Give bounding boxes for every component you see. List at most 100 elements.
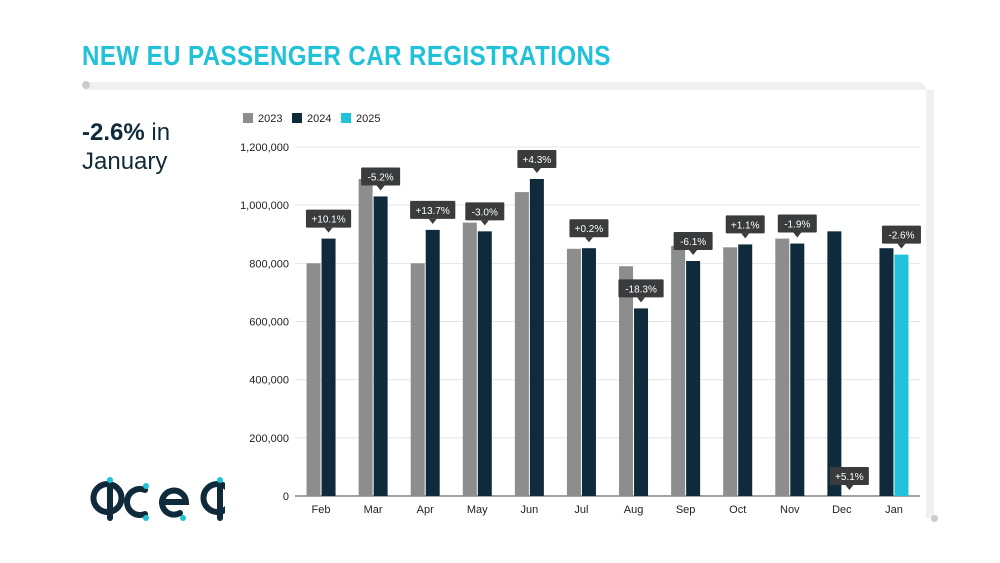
x-tick-label: Jan — [885, 504, 903, 516]
change-label: +1.1% — [725, 215, 765, 239]
change-label-text: -6.1% — [680, 237, 706, 248]
change-label-box — [305, 209, 352, 228]
change-label-box — [361, 167, 401, 186]
change-label-text: -2.6% — [888, 231, 914, 242]
change-label-text: +0.2% — [575, 224, 604, 235]
bar-2024 — [581, 248, 596, 496]
change-label-box — [881, 225, 921, 244]
change-label-text: -5.2% — [368, 172, 394, 183]
change-label-box — [777, 214, 817, 233]
change-label: -18.3% — [618, 279, 664, 303]
y-tick-label: 1,200,000 — [240, 142, 289, 154]
bar-2025 — [894, 254, 909, 496]
bar-2023 — [358, 178, 373, 496]
legend-swatch-2023 — [243, 113, 253, 123]
change-label-pointer — [741, 233, 750, 239]
change-label-box — [569, 219, 609, 238]
bar-2023 — [410, 263, 425, 496]
x-tick-label: May — [467, 504, 488, 516]
change-label-text: +1.1% — [731, 220, 760, 231]
page-title: NEW EU PASSENGER CAR REGISTRATIONS — [82, 40, 611, 71]
x-tick-label: Mar — [364, 504, 383, 516]
change-label-pointer — [428, 218, 437, 224]
x-tick-label: Jul — [574, 504, 588, 516]
legend-label: 2024 — [307, 113, 331, 125]
change-label-text: -18.3% — [625, 284, 657, 295]
x-tick-label: Feb — [312, 504, 331, 516]
bars — [306, 178, 909, 497]
y-tick-label: 600,000 — [249, 317, 289, 329]
x-tick-label: Dec — [832, 504, 852, 516]
headline-period: January — [82, 148, 168, 175]
bar-2023 — [619, 266, 634, 496]
x-tick-label: Aug — [624, 504, 644, 516]
change-label-box — [465, 202, 505, 221]
legend-label: 2025 — [356, 113, 380, 125]
bar-2023 — [723, 247, 738, 496]
change-label-pointer — [584, 237, 593, 243]
legend-swatch-2025 — [341, 113, 351, 123]
y-axis: 0 200,000 400,000 600,000 800,000 1,000,000 1,… — [240, 142, 289, 503]
y-tick-label: 0 — [283, 491, 289, 503]
change-label-box — [618, 279, 664, 298]
bar-2024 — [529, 178, 544, 496]
change-label: -5.2% — [361, 167, 401, 191]
x-tick-label: Apr — [417, 504, 434, 516]
change-label: +0.2% — [569, 219, 609, 243]
x-tick-label: Oct — [729, 504, 746, 516]
frame-border-right — [926, 90, 934, 518]
change-label-pointer — [637, 297, 646, 303]
bar-2024 — [373, 196, 388, 497]
change-label: +5.1% — [829, 467, 869, 490]
change-label-box — [725, 215, 765, 234]
change-label: -1.9% — [777, 214, 817, 238]
y-tick-label: 1,000,000 — [240, 200, 289, 212]
grid-lines — [295, 146, 920, 497]
change-label-box — [673, 232, 713, 251]
bar-2023 — [514, 192, 529, 496]
bar-2024 — [477, 231, 492, 496]
legend-swatch-2024 — [292, 113, 302, 123]
y-tick-label: 400,000 — [249, 375, 289, 387]
frame-dot-right — [931, 515, 938, 522]
change-label: +4.3% — [517, 149, 557, 173]
change-label-text: -1.9% — [784, 220, 810, 231]
change-label: +10.1% — [305, 209, 352, 233]
bar-2024 — [827, 231, 842, 496]
x-tick-label: Nov — [780, 504, 800, 516]
change-label-box — [410, 200, 456, 219]
x-axis: Feb Mar Apr May Jun Jul Aug Sep Oct Nov Dec Jan — [312, 504, 903, 516]
change-label-pointer — [689, 250, 698, 256]
change-label-text: +4.3% — [523, 155, 552, 166]
bar-2024 — [686, 261, 701, 496]
bar-2024 — [321, 238, 336, 497]
change-label-text: +10.1% — [311, 215, 345, 226]
change-label: +13.7% — [410, 200, 456, 224]
bar-2024 — [425, 229, 440, 496]
change-labels: +10.1% -5.2% +13.7% -3.0% +4.3% +0.2% -18.3% -6… — [305, 149, 921, 490]
x-tick-label: Jun — [521, 504, 539, 516]
frame-dot-left — [82, 81, 90, 89]
change-label: -6.1% — [673, 232, 713, 256]
change-label-box — [517, 149, 557, 168]
change-label-pointer — [324, 227, 333, 233]
headline: -2.6% in January — [82, 118, 170, 176]
change-label: -3.0% — [465, 202, 505, 226]
change-label-pointer — [845, 485, 854, 490]
change-label-pointer — [793, 232, 802, 238]
frame-border-top — [84, 82, 926, 90]
bar-2024 — [879, 248, 894, 496]
change-label: -2.6% — [881, 225, 921, 249]
headline-in: in — [151, 119, 171, 146]
acea-logo: acea — [90, 477, 225, 521]
bar-2024 — [634, 308, 649, 496]
headline-value: -2.6% — [82, 119, 145, 146]
bar-2024 — [790, 243, 805, 496]
change-label-pointer — [376, 185, 385, 191]
bar-2023 — [306, 263, 321, 496]
change-label-text: +13.7% — [416, 206, 450, 217]
legend: 2023 2024 2025 — [243, 113, 380, 125]
legend-label: 2023 — [258, 113, 282, 125]
change-label-text: -3.0% — [472, 207, 498, 218]
y-tick-label: 800,000 — [249, 258, 289, 270]
